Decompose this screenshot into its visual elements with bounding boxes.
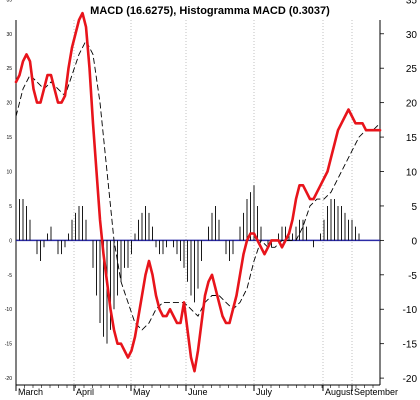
macd-line (14, 11, 382, 373)
signal-line (15, 39, 381, 331)
y-tick-label-right: 35 (406, 0, 418, 6)
y-tick-label-left: -5 (8, 273, 13, 279)
x-tick-label: March (18, 387, 43, 397)
x-tick-label: May (133, 387, 151, 397)
y-tick-label-left: 5 (9, 204, 12, 210)
y-tick-label-right: 25 (406, 64, 418, 75)
y-tick-label-right: -20 (403, 374, 418, 385)
y-tick-label-left: 35 (6, 0, 12, 3)
y-axis-left-labels: -20 -15 -10 -5 0 5 10 15 20 25 30 35 (5, 0, 12, 382)
signal-line-group (15, 39, 381, 331)
x-axis-labels: March April May June July August September (15, 385, 398, 397)
y-tick-label-right: -15 (403, 340, 418, 351)
macd-line-group (14, 11, 382, 373)
y-axis-right-labels: -20 -15 -10 -5 0 5 10 15 20 25 30 35 (380, 0, 417, 385)
y-tick-label-left: -20 (5, 376, 12, 382)
y-tick-label-left: 10 (6, 170, 12, 176)
x-tick-label: July (256, 387, 273, 397)
y-tick-label-left: 30 (6, 32, 12, 38)
y-tick-label-right: -5 (408, 271, 417, 282)
y-tick-label-right: 0 (411, 236, 417, 247)
y-tick-label-left: 0 (9, 238, 12, 244)
x-tick-label: August (325, 387, 354, 397)
y-tick-label-right: -10 (403, 305, 418, 316)
y-tick-label-right: 15 (406, 133, 418, 144)
month-gridlines (73, 20, 353, 385)
x-tick-label: September (354, 387, 398, 397)
y-tick-label-left: -15 (5, 342, 12, 348)
x-tick-label: April (76, 387, 94, 397)
histogram-bars (15, 185, 360, 344)
y-tick-label-right: 20 (406, 99, 418, 110)
chart-title: MACD (16.6275), Histogramma MACD (0.3037… (90, 5, 330, 17)
y-tick-label-right: 30 (406, 30, 418, 41)
y-tick-label-left: 20 (6, 101, 12, 107)
x-tick-label: June (188, 387, 208, 397)
y-tick-label-left: 15 (6, 135, 12, 141)
y-tick-label-left: -10 (5, 307, 12, 313)
y-tick-label-right: 5 (411, 202, 417, 213)
y-tick-label-left: 25 (6, 66, 12, 72)
y-tick-label-right: 10 (406, 168, 418, 179)
